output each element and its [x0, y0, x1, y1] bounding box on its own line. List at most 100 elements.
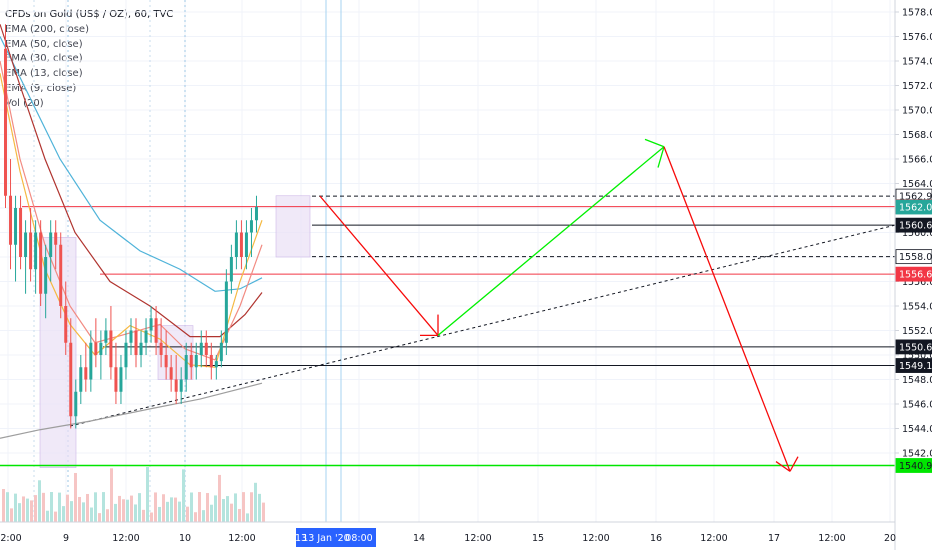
time-tick-label: 16: [650, 533, 662, 544]
candle-body: [4, 48, 7, 196]
volume-bar: [150, 512, 153, 522]
price-tick-label: 1556.00: [902, 277, 932, 288]
candle-body: [79, 367, 83, 392]
time-tick-label: 12:00: [464, 533, 491, 544]
candle-body: [229, 257, 233, 282]
candle-body: [19, 208, 23, 257]
volume-bar: [38, 480, 41, 522]
time-tick-label: 12:00: [700, 533, 727, 544]
candle-body: [149, 318, 153, 331]
candle-body: [99, 342, 103, 355]
candle-body: [134, 330, 138, 355]
arrowhead: [657, 146, 665, 168]
grid: [0, 0, 895, 522]
price-tick-label: 1566.00: [902, 155, 932, 166]
legend-ema-9[interactable]: EMA (9, close): [5, 82, 77, 94]
volume-bar: [230, 503, 233, 522]
legend-ema-13[interactable]: EMA (13, close): [5, 68, 83, 80]
ema-200-line: [0, 382, 263, 439]
candle-body: [129, 330, 133, 343]
candle-body: [89, 342, 93, 380]
volume-bar: [34, 495, 37, 522]
volume-bar: [26, 498, 29, 522]
volume-bar: [142, 509, 145, 522]
candle-body: [204, 342, 208, 355]
legend-ema-50[interactable]: EMA (50, close): [5, 38, 83, 50]
price-tick-label: 1546.00: [902, 400, 932, 411]
volume-bar: [174, 497, 177, 522]
arrowhead: [789, 456, 799, 472]
candle-body: [219, 342, 223, 362]
candle-body: [64, 306, 68, 343]
volume-bar: [58, 492, 61, 522]
time-tick-label: 12:00: [818, 533, 845, 544]
candle-body: [164, 355, 168, 368]
time-tick-label: 14: [413, 533, 425, 544]
time-range-label: 13: [295, 533, 307, 544]
volume-bar: [106, 509, 109, 522]
legend-volume[interactable]: Vol (20): [5, 97, 44, 109]
price-label-text: 1560.60: [899, 221, 932, 232]
candle-body: [69, 342, 73, 417]
volume-bar: [154, 492, 157, 522]
volume-bar: [166, 501, 169, 522]
candle-body: [179, 379, 183, 392]
chart-legend: CFDs on Gold (US$ / OZ), 60, TVC EMA (20…: [5, 8, 173, 112]
candle-body: [224, 281, 228, 343]
candle-body: [234, 232, 238, 257]
price-label-box: [895, 249, 932, 265]
candle-body: [39, 232, 43, 294]
volume-bar: [190, 492, 193, 522]
candle-body: [254, 207, 258, 221]
candle-body: [154, 318, 158, 343]
volume-bar: [66, 494, 69, 522]
time-tick-label: 12:00: [0, 533, 22, 544]
time-tick-label: 17: [768, 533, 780, 544]
candle-body: [124, 342, 128, 368]
candle-body: [119, 367, 123, 392]
legend-ema-200[interactable]: EMA (200, close): [5, 23, 89, 35]
candle-body: [244, 232, 248, 257]
volume-bar: [114, 503, 117, 522]
legend-ema-30[interactable]: EMA (30, close): [5, 53, 83, 65]
time-tick-label: 12:00: [112, 533, 139, 544]
price-label-text: 1549.14: [899, 361, 932, 372]
price-label-text: 1550.66: [899, 342, 932, 353]
volume-bar: [138, 493, 141, 522]
volume-bar: [206, 493, 209, 522]
price-label-box: [895, 358, 932, 373]
volume-bar: [242, 492, 245, 522]
candle-body: [104, 330, 108, 343]
price-tick-label: 1564.00: [902, 179, 932, 190]
volume-bar: [226, 496, 229, 522]
volume-bar: [110, 468, 113, 522]
candle-body: [159, 342, 163, 355]
volume-bar: [210, 504, 213, 522]
price-tick-label: 1544.00: [902, 424, 932, 435]
price-tick-label: 1550.00: [902, 351, 932, 362]
time-range-label: 08:00: [345, 533, 372, 544]
volume-bar: [18, 503, 21, 522]
consolidation-zone: [275, 195, 311, 258]
volume-bar: [74, 472, 77, 522]
price-label-text: 1558.03: [899, 252, 932, 263]
support-trendline: [69, 224, 896, 427]
price-tick-label: 1574.00: [902, 57, 932, 68]
price-tick-label: 1554.00: [902, 302, 932, 313]
volume-bar: [90, 507, 93, 522]
candle-body: [34, 232, 38, 270]
candle-body: [29, 232, 33, 270]
volume-bar: [158, 506, 161, 522]
volume-bar: [62, 506, 65, 522]
forecast-up-arrow: [437, 146, 665, 336]
volume-bar: [182, 469, 185, 522]
volume-bar: [30, 500, 33, 522]
volume-bar: [102, 492, 105, 522]
time-tick-label: 15: [532, 533, 544, 544]
price-tick-label: 1570.00: [902, 106, 932, 117]
time-range-highlight: [296, 528, 376, 547]
arrowhead: [775, 461, 791, 472]
price-tick-label: 1560.00: [902, 228, 932, 239]
